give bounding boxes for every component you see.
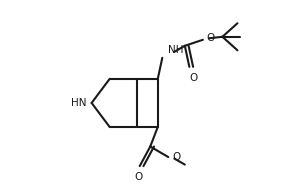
- Text: O: O: [134, 172, 142, 182]
- Text: O: O: [189, 73, 197, 83]
- Text: O: O: [206, 33, 214, 43]
- Text: NH: NH: [168, 45, 184, 55]
- Text: O: O: [172, 152, 180, 162]
- Text: HN: HN: [71, 98, 86, 108]
